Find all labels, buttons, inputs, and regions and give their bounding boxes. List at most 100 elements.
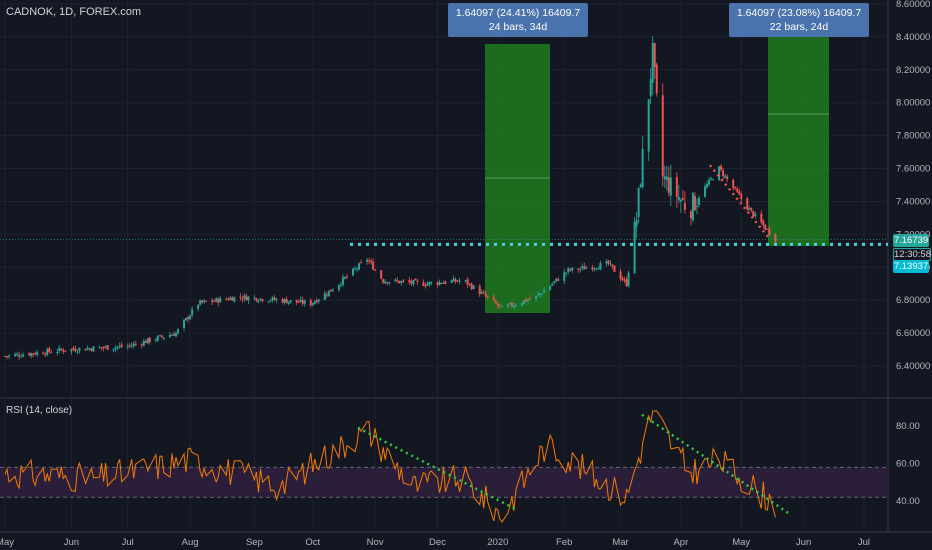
candle-body (693, 196, 696, 211)
candle-body (106, 345, 109, 350)
candle-body (619, 271, 622, 280)
down-trendline-price (709, 164, 771, 241)
candle-body (144, 340, 147, 344)
candle-body (456, 280, 459, 282)
candle-body (243, 295, 246, 299)
candle-body (227, 299, 230, 301)
candle-body (482, 292, 485, 294)
candle-body (343, 276, 346, 279)
candle-body (468, 283, 471, 285)
candle-body (245, 295, 248, 301)
x-tick-label: Jul (122, 537, 134, 548)
candle-body (563, 272, 566, 281)
x-tick-label: May (0, 537, 14, 548)
candle-body (738, 191, 741, 195)
rsi-trendline-1 (357, 426, 519, 512)
candle-body (185, 317, 188, 321)
candle-body (466, 279, 469, 285)
candle-body (317, 299, 320, 302)
candle-body (760, 213, 763, 223)
candle-body (132, 343, 135, 346)
candle-body (287, 301, 290, 304)
measure-box-1-bars: 24 bars, 34d (488, 21, 548, 33)
x-tick-label: Jun (64, 537, 79, 548)
candle-body (585, 267, 588, 269)
candle-body (400, 281, 403, 283)
symbol-title: CADNOK, 1D, FOREX.com (6, 6, 142, 18)
measure-box-1: 1.64097 (24.41%) 16409.7 24 bars, 34d (448, 3, 588, 37)
candle-body (44, 354, 47, 356)
candle-body (454, 279, 457, 282)
candle-body (398, 280, 401, 284)
candle-body (241, 298, 244, 300)
candle-body (4, 355, 7, 357)
candle-body (611, 264, 614, 267)
x-tick-label: May (732, 537, 750, 548)
candle-body (273, 297, 276, 300)
candle-body (46, 349, 49, 355)
candle-body (679, 199, 682, 202)
candle-body (746, 198, 749, 210)
y-tick-label: 7.40000 (896, 196, 930, 207)
candle-body (697, 197, 700, 205)
candle-body (384, 281, 387, 284)
candle-body (766, 228, 769, 230)
candle-body (641, 148, 644, 188)
rsi-y-tick-label: 60.00 (896, 459, 920, 470)
candle-body (623, 279, 626, 281)
candle-body (726, 176, 729, 180)
candle-body (372, 261, 375, 270)
candle-body (567, 268, 570, 272)
x-tick-label: Aug (182, 537, 199, 548)
candle-body (313, 301, 316, 304)
candle-body (740, 193, 743, 199)
candle-body (189, 315, 192, 320)
candle-body (225, 298, 228, 300)
candle-body (710, 178, 713, 180)
candle-body (60, 349, 63, 351)
x-tick-label: Jun (796, 537, 811, 548)
candle-body (706, 184, 709, 188)
candle-body (231, 297, 234, 301)
candle-body (736, 188, 739, 192)
candle-body (609, 263, 612, 265)
candle-body (289, 299, 292, 303)
candle-body (555, 278, 558, 282)
candle-body (201, 300, 204, 303)
candle-body (440, 282, 443, 284)
candle-body (345, 276, 348, 278)
candle-body (639, 184, 642, 188)
candle-body (529, 298, 532, 300)
candle-body (677, 197, 680, 201)
rsi-y-tick-label: 80.00 (896, 421, 920, 432)
candle-body (168, 334, 171, 338)
candle-body (183, 320, 186, 329)
candle-body (104, 346, 107, 348)
candle-body (261, 299, 264, 302)
y-tick-label: 7.80000 (896, 131, 930, 142)
candle-body (70, 348, 73, 352)
candle-body (30, 353, 33, 356)
x-tick-label: 2020 (487, 537, 508, 548)
candle-body (337, 284, 340, 291)
candle-body (428, 281, 431, 285)
candle-body (211, 300, 214, 302)
candle-body (14, 354, 17, 357)
candle-body (386, 282, 389, 284)
measure-range-2 (768, 33, 829, 246)
candle-body (464, 280, 467, 282)
candle-body (396, 280, 399, 282)
candle-body (734, 187, 737, 189)
candle-body (34, 353, 37, 355)
candle-body (508, 303, 511, 305)
y-tick-label: 8.60000 (896, 0, 930, 10)
candle-body (649, 79, 652, 97)
candle-body (269, 300, 272, 302)
candle-body (158, 335, 161, 337)
candle-body (704, 186, 707, 197)
candle-body (607, 260, 610, 264)
candle-body (120, 344, 123, 347)
candle-body (537, 294, 540, 296)
candle-body (524, 299, 527, 302)
